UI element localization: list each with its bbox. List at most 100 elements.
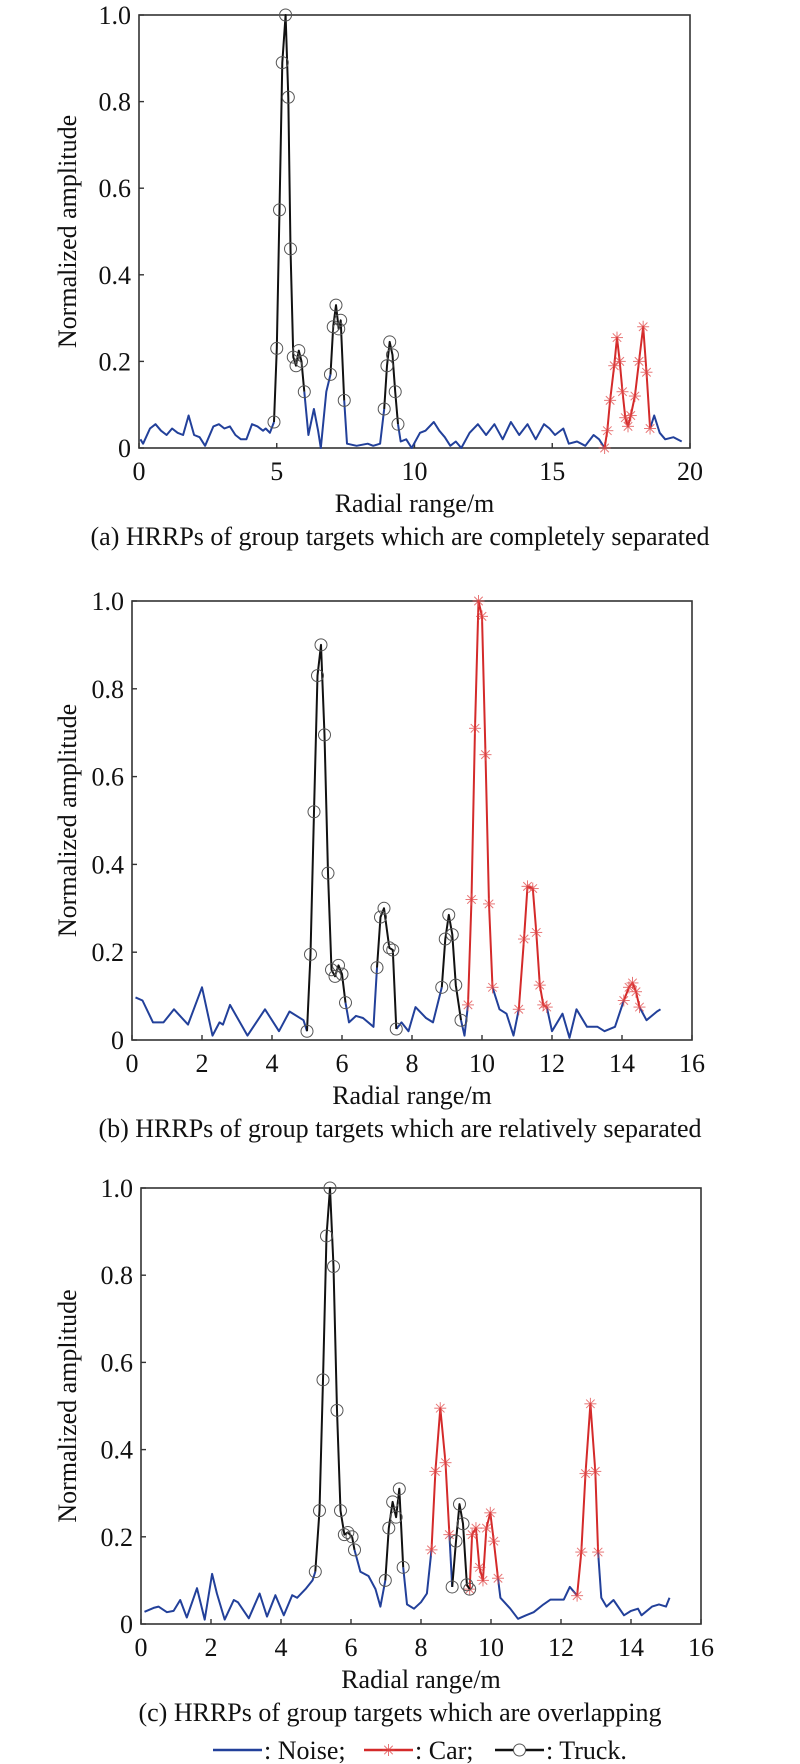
car-asterisk-marker (487, 1535, 500, 1548)
noise-line (135, 986, 308, 1037)
y-axis-label: Normalized amplitude (53, 115, 82, 348)
noise-line (638, 1006, 662, 1022)
car-asterisk-marker (630, 985, 642, 998)
car-line (430, 1407, 451, 1550)
car-asterisk-marker (640, 366, 653, 379)
truck-circle-marker (377, 402, 391, 416)
truck-circle-marker (330, 1403, 344, 1417)
car-asterisk-marker (473, 1561, 486, 1574)
noise-line (353, 1549, 387, 1608)
truck-circle-marker (453, 1497, 466, 1511)
truck-circle-marker (337, 1528, 351, 1542)
truck-circle-marker (323, 1181, 337, 1195)
y-axis-label: Normalized amplitude (53, 704, 82, 937)
truck-circle-marker (332, 322, 346, 336)
x-tick-label: 8 (406, 1049, 419, 1078)
truck-circle-marker (374, 910, 387, 924)
y-tick-label: 0.4 (101, 1436, 134, 1465)
truck-circle-marker (279, 8, 293, 22)
chart-panel-a: 0 5 10 15 20 0 0.2 0.4 0.6 0.8 1.0 Radial range/m No… (53, 1, 710, 551)
x-axis-label: Radial range/m (341, 1665, 501, 1694)
series-noise (144, 1534, 671, 1621)
truck-circle-marker (380, 359, 394, 373)
truck-circle-marker (445, 928, 459, 942)
truck-circle-marker (337, 393, 351, 407)
car-asterisk-marker (479, 748, 492, 761)
truck-circle-marker (307, 805, 321, 819)
y-tick-label: 1.0 (92, 587, 125, 616)
x-tick-label: 10 (478, 1633, 504, 1662)
x-tick-label: 14 (609, 1049, 635, 1078)
noise-line (397, 421, 606, 449)
truck-line (440, 913, 462, 1021)
car-asterisk-marker (617, 994, 630, 1007)
x-tick-label: 6 (336, 1049, 349, 1078)
x-tick-label: 16 (688, 1633, 714, 1662)
car-asterisk-marker (622, 420, 635, 433)
car-asterisk-marker (382, 1744, 395, 1756)
car-asterisk-marker (486, 981, 499, 994)
truck-circle-marker (445, 1580, 459, 1594)
truck-circle-marker (456, 1517, 470, 1531)
car-asterisk-marker (483, 897, 495, 910)
car-asterisk-marker (466, 1528, 479, 1541)
truck-circle-marker (386, 943, 400, 957)
noise-line (491, 986, 520, 1037)
x-tick-label: 6 (345, 1633, 358, 1662)
car-asterisk-marker (476, 1574, 489, 1587)
truck-circle-marker (281, 90, 295, 104)
noise-line (460, 1004, 469, 1037)
truck-circle-marker (389, 1022, 403, 1036)
x-tick-label: 4 (275, 1633, 288, 1662)
car-asterisk-marker (616, 385, 629, 398)
noise-line (402, 1549, 433, 1610)
car-asterisk-marker (592, 1546, 605, 1559)
car-asterisk-marker (613, 355, 626, 368)
car-line (468, 1511, 499, 1590)
plot-frame (138, 14, 691, 449)
truck-circle-marker (449, 978, 463, 992)
truck-circle-marker (267, 415, 281, 429)
car-asterisk-marker (492, 1572, 504, 1585)
y-tick-label: 0.8 (99, 88, 132, 117)
truck-circle-marker (377, 901, 391, 915)
y-tick-label: 0 (111, 1026, 124, 1055)
truck-circle-marker (334, 1504, 347, 1518)
car-asterisk-marker (512, 1003, 525, 1016)
y-axis-label: Normalized amplitude (53, 1289, 82, 1522)
y-tick-label: 0.6 (101, 1348, 134, 1377)
truck-circle-marker (449, 1534, 463, 1548)
truck-circle-marker (378, 1573, 392, 1587)
car-asterisk-marker (465, 893, 478, 906)
truck-circle-marker (316, 1373, 330, 1387)
y-tick-label: 0.2 (99, 347, 132, 376)
car-asterisk-marker (526, 882, 539, 895)
y-tick-label: 0.2 (92, 938, 125, 967)
x-tick-label: 14 (618, 1633, 644, 1662)
car-asterisk-marker (610, 331, 623, 344)
car-asterisk-marker (425, 1543, 438, 1556)
car-asterisk-marker (598, 442, 611, 454)
car-asterisk-marker (623, 981, 635, 994)
truck-circle-marker (382, 941, 396, 955)
car-asterisk-marker (571, 1589, 584, 1602)
plot-frame (131, 600, 693, 1041)
truck-circle-marker (442, 908, 456, 922)
y-tick-label: 1.0 (101, 1174, 134, 1203)
plot-frame (140, 1187, 702, 1625)
truck-circle-marker (326, 320, 340, 334)
truck-circle-marker (385, 348, 399, 362)
truck-circle-marker (348, 1543, 361, 1557)
y-tick-label: 0.4 (92, 850, 125, 879)
series-car (425, 1397, 605, 1602)
series-truck (308, 1181, 477, 1596)
legend-label: : Noise; (264, 1736, 346, 1764)
series-car (598, 320, 657, 454)
truck-circle-marker (341, 1525, 355, 1539)
x-tick-label: 12 (539, 1049, 565, 1078)
car-asterisk-marker (619, 411, 632, 424)
truck-circle-marker (460, 1578, 474, 1592)
x-tick-label: 2 (205, 1633, 218, 1662)
